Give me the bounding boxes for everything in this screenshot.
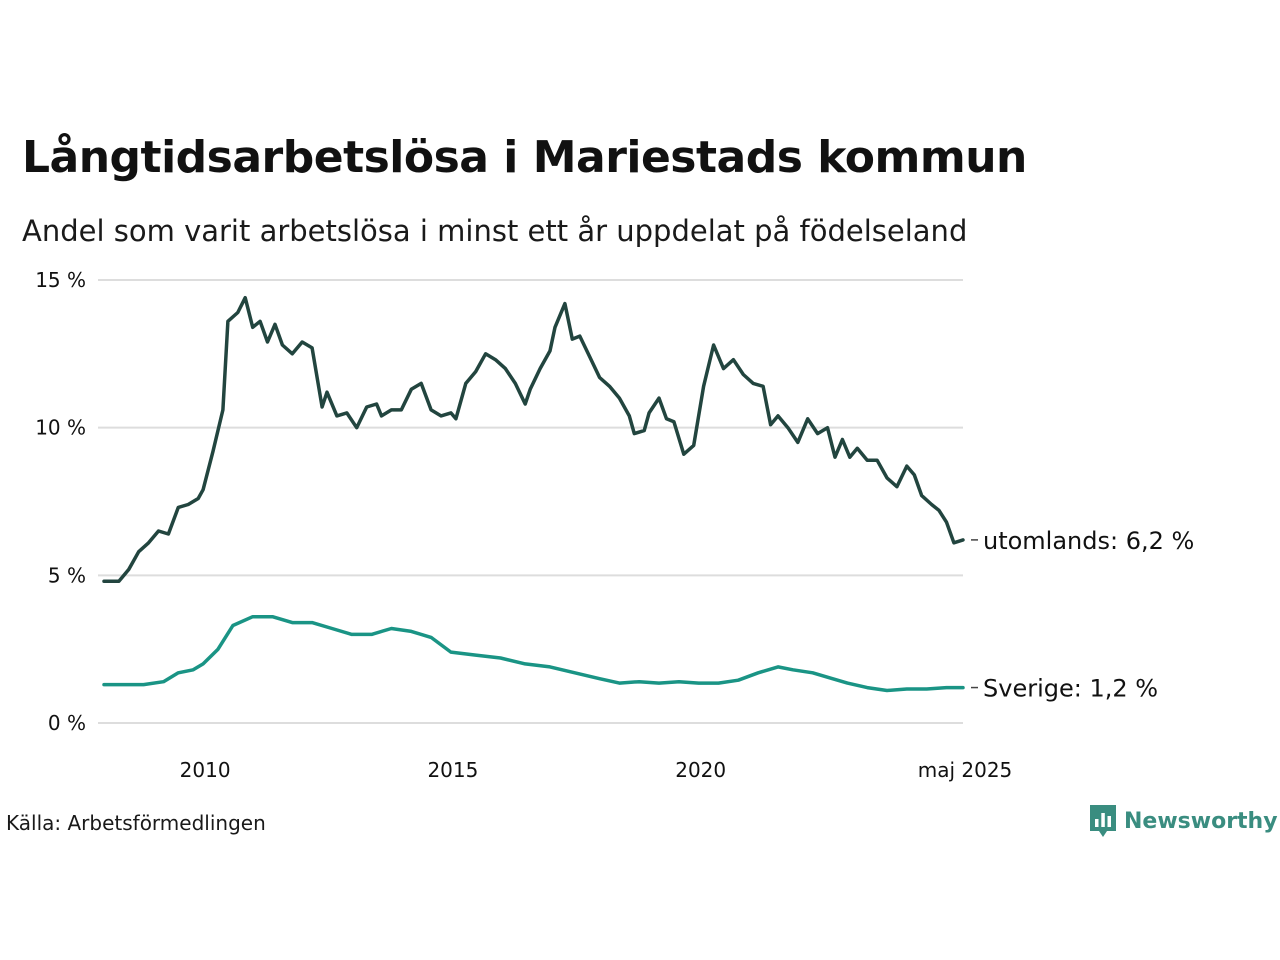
brand-name: Newsworthy bbox=[1124, 808, 1278, 834]
source-note: Källa: Arbetsförmedlingen bbox=[6, 811, 266, 835]
end-label-sverige: Sverige: 1,2 % bbox=[983, 675, 1158, 703]
x-tick-label: 2015 bbox=[427, 758, 478, 782]
y-tick-label: 10 % bbox=[35, 416, 86, 440]
series-line-sverige bbox=[102, 614, 965, 693]
bar-chart-icon bbox=[1090, 805, 1116, 837]
series-line-utomlands bbox=[102, 295, 965, 583]
x-tick-label: 2020 bbox=[675, 758, 726, 782]
x-tick-label: 2010 bbox=[180, 758, 231, 782]
brand-logo[interactable]: Newsworthy bbox=[1088, 803, 1278, 839]
x-tick-label: maj 2025 bbox=[918, 758, 1013, 782]
y-tick-label: 0 % bbox=[48, 711, 86, 735]
y-tick-label: 5 % bbox=[48, 563, 86, 587]
y-tick-label: 15 % bbox=[35, 268, 86, 292]
end-label-utomlands: utomlands: 6,2 % bbox=[983, 527, 1194, 555]
chart-title: Långtidsarbetslösa i Mariestads kommun bbox=[22, 132, 1027, 183]
chart-subtitle: Andel som varit arbetslösa i minst ett å… bbox=[22, 214, 968, 248]
